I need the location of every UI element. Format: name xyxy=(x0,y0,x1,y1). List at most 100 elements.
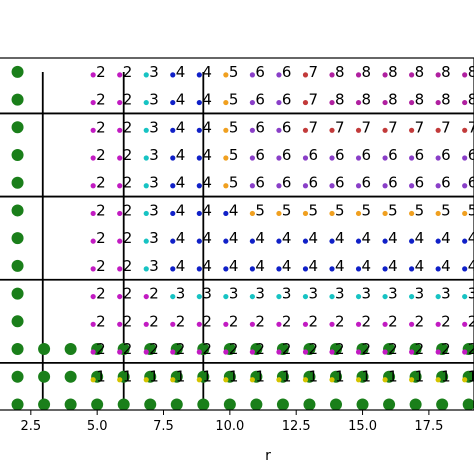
cell-label: 3 xyxy=(149,146,159,164)
cell-label: 7 xyxy=(388,118,398,136)
small-point xyxy=(196,183,202,189)
small-point xyxy=(355,155,362,161)
cell-label: 6 xyxy=(282,174,292,192)
small-point xyxy=(355,99,362,106)
cell-label: 5 xyxy=(335,201,345,219)
cell-label: 5 xyxy=(229,174,239,192)
cell-label: 2 xyxy=(415,312,425,330)
small-point xyxy=(435,349,441,355)
small-point xyxy=(90,321,96,327)
cell-label: 4 xyxy=(202,174,212,192)
small-point xyxy=(382,99,388,106)
cell-label: 2 xyxy=(96,91,106,109)
cell-label: 8 xyxy=(362,63,372,81)
small-point xyxy=(382,183,388,189)
small-point xyxy=(329,293,335,300)
cell-label: 4 xyxy=(202,229,212,247)
cell-label: 4 xyxy=(282,229,292,247)
small-point xyxy=(302,99,309,106)
x-tick-label: 12.5 xyxy=(282,419,311,434)
small-point xyxy=(249,293,255,300)
small-point xyxy=(435,293,441,300)
cell-label: 6 xyxy=(255,63,265,81)
cell-label: 4 xyxy=(415,257,425,275)
x-tick-label: 5.0 xyxy=(87,419,108,434)
cell-label: 2 xyxy=(123,257,133,275)
green-point xyxy=(170,398,183,411)
cell-label: 4 xyxy=(388,257,398,275)
cell-label: 2 xyxy=(415,340,425,358)
small-point xyxy=(196,72,202,78)
small-point xyxy=(117,127,123,133)
small-point xyxy=(170,210,176,217)
small-point xyxy=(435,127,441,133)
small-point xyxy=(90,155,96,161)
cell-label: 4 xyxy=(468,257,474,275)
small-point xyxy=(409,183,415,189)
cell-label: 2 xyxy=(123,174,133,192)
green-point xyxy=(462,398,474,411)
green-point xyxy=(38,398,51,411)
cell-label: 7 xyxy=(308,63,318,81)
small-point xyxy=(170,155,176,161)
small-point xyxy=(170,266,176,272)
cell-label: 2 xyxy=(335,340,345,358)
small-point xyxy=(249,349,255,355)
cell-label: 2 xyxy=(123,91,133,109)
small-point xyxy=(117,238,123,244)
small-point xyxy=(302,155,309,161)
small-point xyxy=(302,210,309,217)
cell-label: 6 xyxy=(282,146,292,164)
cell-label: 8 xyxy=(362,91,372,109)
cell-label: 6 xyxy=(282,118,292,136)
small-point xyxy=(382,72,388,78)
green-point xyxy=(11,121,24,134)
small-point xyxy=(462,127,468,133)
cell-label: 4 xyxy=(176,91,186,109)
green-point xyxy=(11,176,24,189)
cell-label: 2 xyxy=(308,340,318,358)
cell-label: 1 xyxy=(388,368,398,386)
small-point xyxy=(143,349,149,355)
small-point xyxy=(117,183,123,189)
cell-label: 2 xyxy=(96,118,106,136)
cell-label: 3 xyxy=(149,257,159,275)
small-point xyxy=(196,238,202,244)
small-point xyxy=(170,183,176,189)
small-point xyxy=(90,377,96,383)
cell-label: 3 xyxy=(415,285,425,303)
small-point xyxy=(196,266,202,272)
cell-label: 4 xyxy=(335,229,345,247)
small-point xyxy=(90,127,96,133)
small-point xyxy=(435,238,441,244)
cell-label: 6 xyxy=(441,174,451,192)
cell-label: 2 xyxy=(96,146,106,164)
green-point xyxy=(64,343,77,356)
cell-label: 1 xyxy=(149,368,159,386)
green-point xyxy=(11,204,24,217)
small-point xyxy=(223,155,229,161)
cell-label: 6 xyxy=(255,118,265,136)
x-ticks-group: 2.5 5.0 7.5 10.0 12.5 15.0 17.5 xyxy=(20,410,443,434)
small-point xyxy=(276,377,282,383)
cell-label: 1 xyxy=(415,368,425,386)
cell-label: 6 xyxy=(255,91,265,109)
cell-label: 6 xyxy=(255,146,265,164)
cell-label: 3 xyxy=(229,285,239,303)
small-point xyxy=(302,293,309,300)
small-point xyxy=(276,266,282,272)
green-point xyxy=(64,398,77,411)
green-point xyxy=(276,398,289,411)
small-point xyxy=(90,210,96,217)
cell-label: 4 xyxy=(415,229,425,247)
cell-label: 2 xyxy=(123,118,133,136)
cell-label: 8 xyxy=(335,91,345,109)
small-point xyxy=(276,99,282,106)
green-point xyxy=(64,370,77,383)
cell-label: 5 xyxy=(468,201,474,219)
small-point xyxy=(170,321,176,327)
cell-label: 3 xyxy=(149,91,159,109)
small-point xyxy=(329,155,335,161)
cell-label: 5 xyxy=(229,63,239,81)
cell-label: 2 xyxy=(176,340,186,358)
